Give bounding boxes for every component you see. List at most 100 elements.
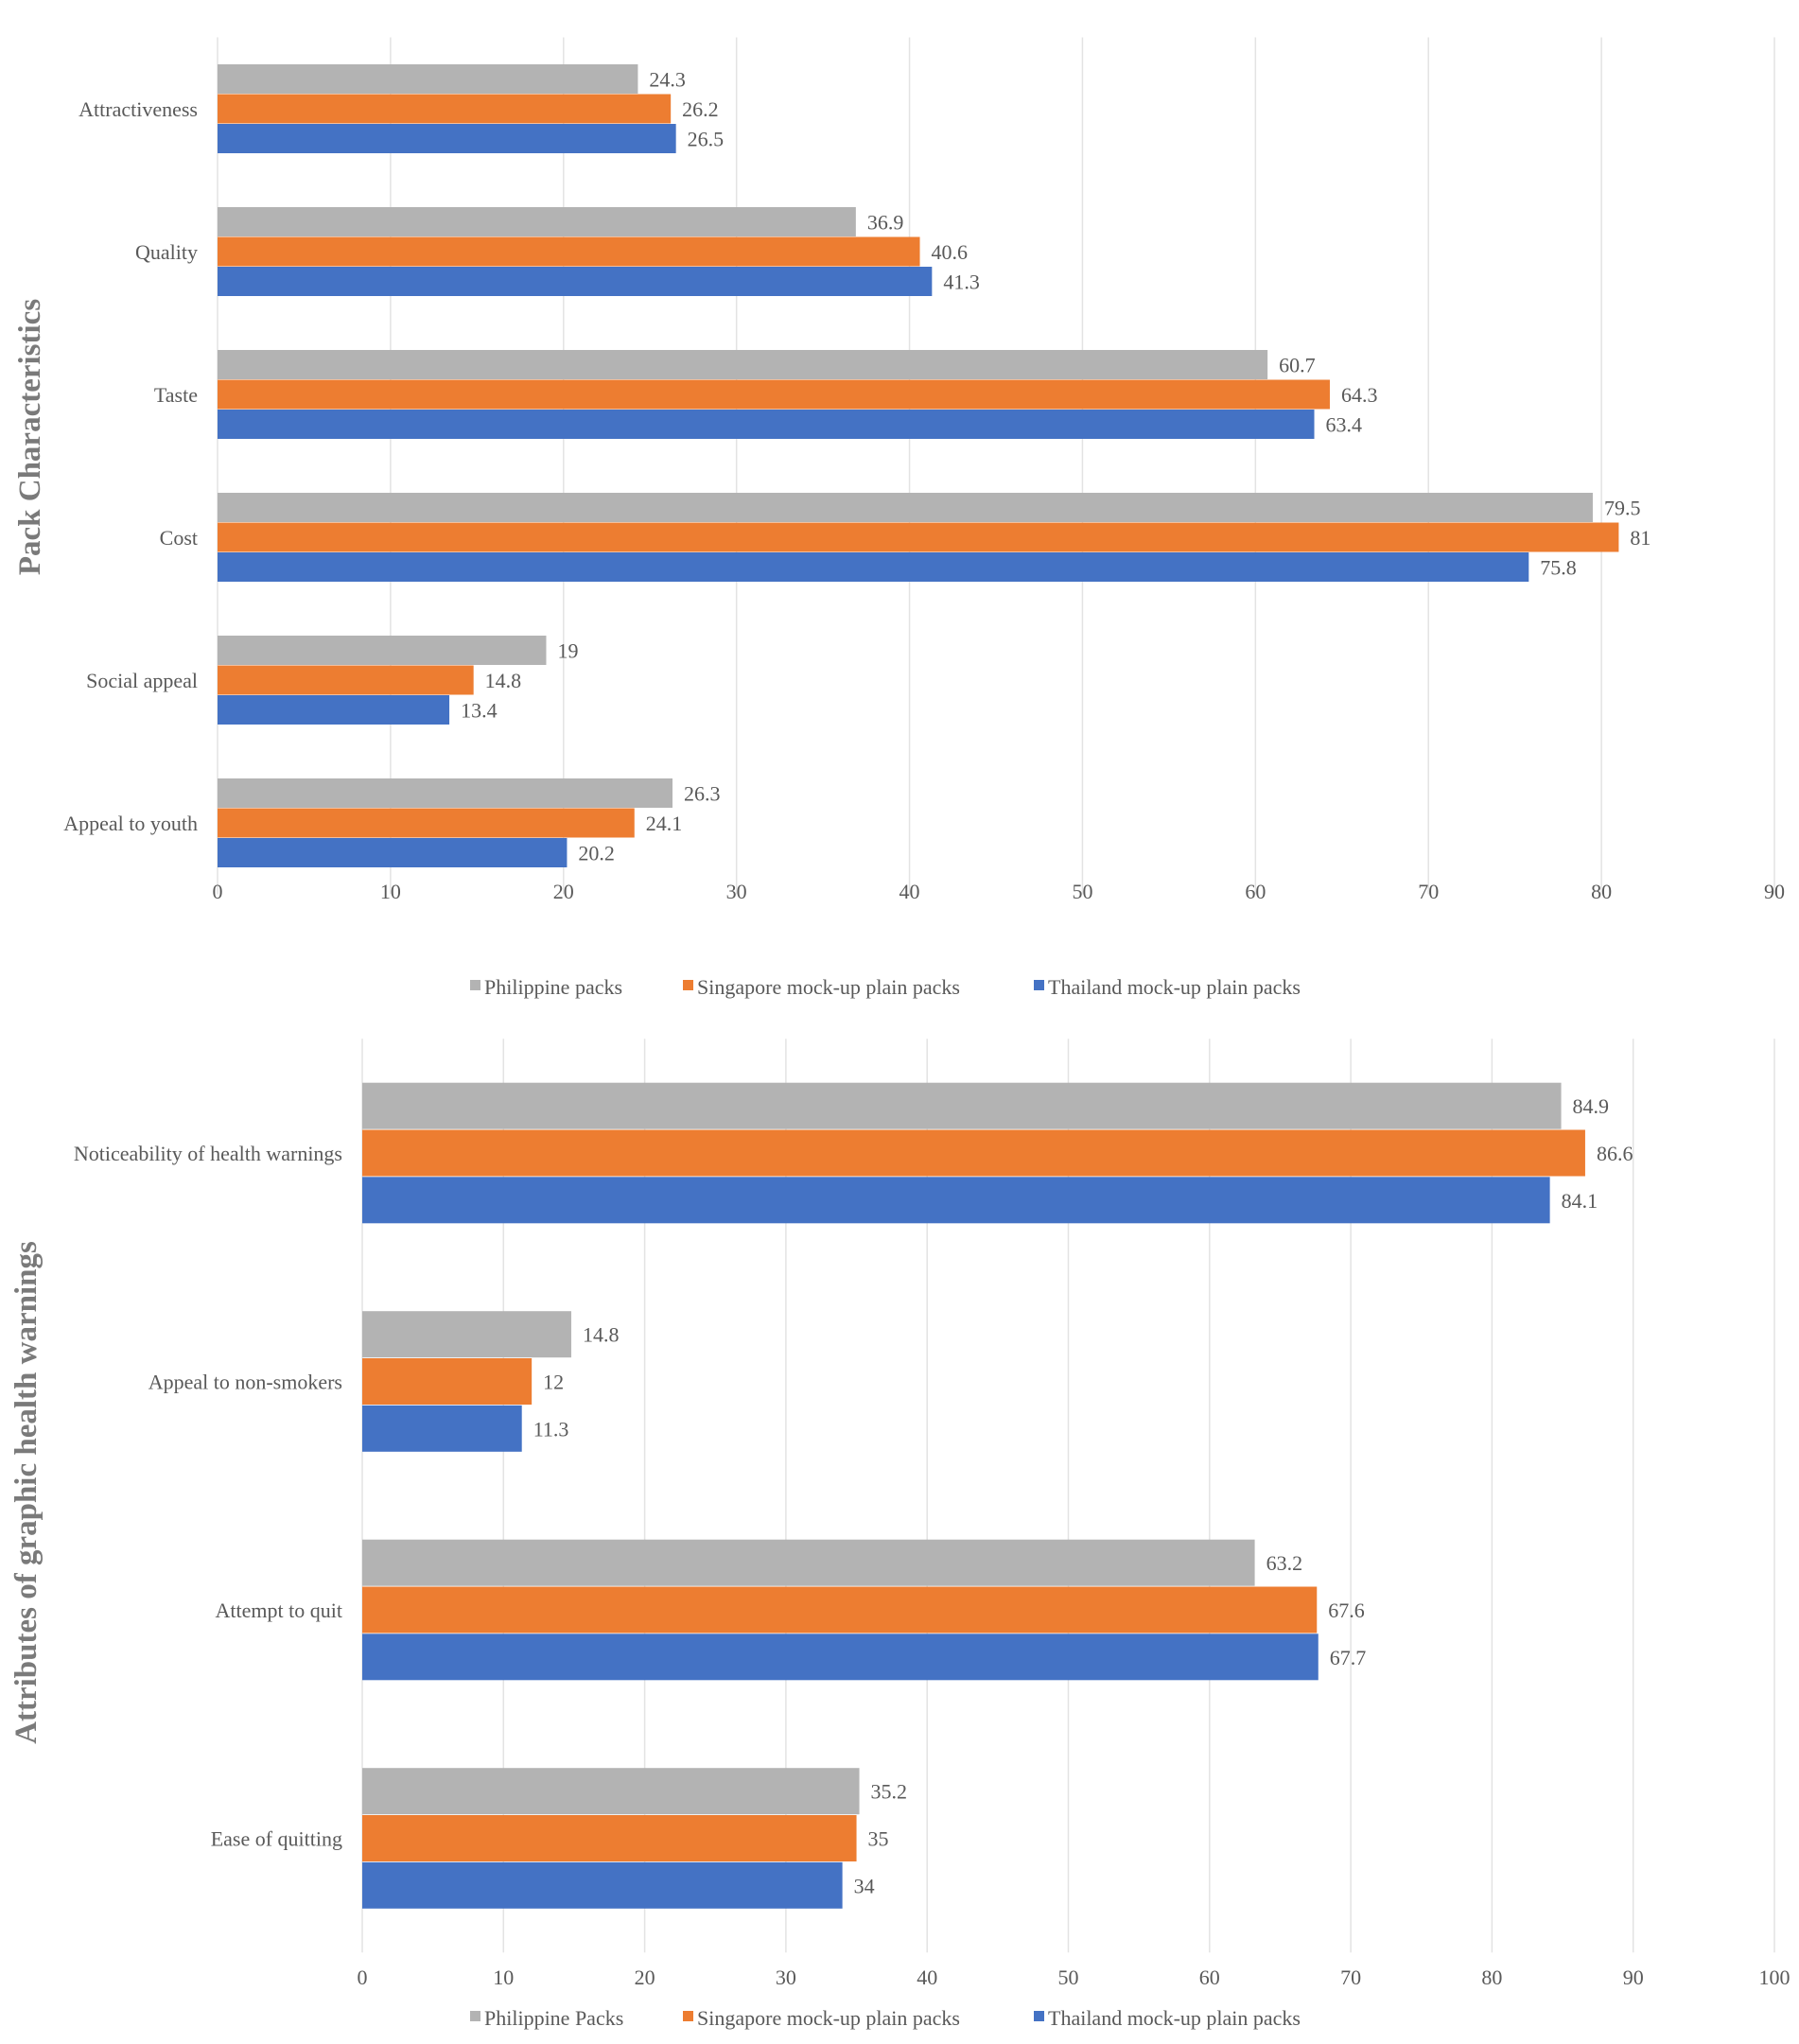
- data-label: 86.6: [1597, 1142, 1633, 1165]
- legend-swatch: [1034, 2011, 1044, 2021]
- bar: [362, 1358, 533, 1405]
- x-tick-label: 70: [1418, 880, 1439, 903]
- category-label: Appeal to non-smokers: [148, 1371, 342, 1394]
- bar: [362, 1539, 1255, 1586]
- x-tick-label: 50: [1058, 1965, 1079, 1989]
- data-label: 24.1: [646, 812, 683, 835]
- bar: [362, 1311, 571, 1358]
- legend-entry: Singapore mock-up plain packs: [697, 975, 960, 999]
- data-label: 24.3: [649, 68, 686, 92]
- data-label: 35: [868, 1827, 889, 1851]
- bar: [218, 236, 920, 267]
- x-tick-label: 20: [635, 1965, 655, 1989]
- bar: [218, 636, 547, 665]
- x-tick-label: 0: [213, 880, 223, 903]
- x-tick-label: 90: [1764, 880, 1785, 903]
- data-label: 75.8: [1540, 556, 1577, 580]
- bar: [218, 695, 450, 725]
- category-label: Taste: [154, 383, 198, 407]
- bar: [362, 1586, 1318, 1633]
- data-label: 67.6: [1328, 1599, 1365, 1622]
- bar: [218, 552, 1529, 582]
- bar: [218, 665, 474, 695]
- bar: [362, 1177, 1550, 1224]
- data-label: 26.3: [684, 782, 721, 806]
- category-label: Attempt to quit: [216, 1599, 342, 1622]
- bar: [218, 64, 638, 94]
- data-label: 84.9: [1573, 1094, 1610, 1118]
- x-tick-label: 80: [1591, 880, 1612, 903]
- bar: [362, 1768, 860, 1815]
- data-label: 41.3: [943, 271, 979, 294]
- x-tick-label: 10: [493, 1965, 514, 1989]
- data-label: 63.2: [1266, 1551, 1303, 1575]
- data-label: 67.7: [1330, 1646, 1367, 1669]
- bar: [218, 379, 1330, 410]
- data-label: 19: [557, 639, 578, 663]
- category-label: Ease of quitting: [211, 1827, 342, 1851]
- data-label: 26.2: [682, 97, 719, 121]
- category-label: Appeal to youth: [63, 812, 198, 835]
- bar: [362, 1861, 843, 1909]
- legend-entry: Philippine packs: [484, 975, 622, 999]
- bar: [362, 1815, 857, 1861]
- bar: [362, 1082, 1562, 1129]
- legend-swatch: [1034, 980, 1044, 990]
- x-tick-label: 10: [380, 880, 401, 903]
- category-label: Attractiveness: [79, 97, 198, 121]
- x-tick-label: 70: [1340, 1965, 1361, 1989]
- data-label: 13.4: [461, 699, 498, 723]
- category-label: Social appeal: [86, 669, 198, 692]
- bar: [218, 778, 672, 808]
- x-tick-label: 40: [917, 1965, 937, 1989]
- legend-entry: Thailand mock-up plain packs: [1048, 975, 1301, 999]
- legend-swatch: [683, 2011, 693, 2021]
- x-tick-label: 30: [776, 1965, 796, 1989]
- data-label: 14.8: [485, 669, 522, 692]
- data-label: 20.2: [578, 842, 615, 865]
- bar: [362, 1405, 522, 1452]
- x-tick-label: 50: [1072, 880, 1092, 903]
- x-tick-label: 90: [1623, 1965, 1644, 1989]
- bar: [218, 94, 672, 124]
- x-tick-label: 60: [1245, 880, 1266, 903]
- data-label: 35.2: [871, 1780, 908, 1804]
- bar: [218, 267, 933, 296]
- x-tick-label: 80: [1481, 1965, 1502, 1989]
- bar: [362, 1129, 1585, 1177]
- data-label: 79.5: [1604, 497, 1641, 520]
- x-tick-label: 30: [726, 880, 747, 903]
- data-label: 81: [1630, 526, 1651, 550]
- data-label: 26.5: [688, 128, 725, 151]
- data-label: 11.3: [533, 1417, 569, 1441]
- y-axis-title: Attributes of graphic health warnings: [9, 1241, 44, 1744]
- y-axis-title: Pack Characteristics: [13, 299, 47, 575]
- data-label: 14.8: [583, 1323, 620, 1347]
- bar: [218, 207, 856, 236]
- bar: [218, 838, 568, 867]
- data-label: 40.6: [932, 240, 969, 264]
- bar: [218, 522, 1619, 552]
- bar: [218, 350, 1268, 379]
- legend-entry: Thailand mock-up plain packs: [1048, 2006, 1301, 2030]
- data-label: 63.4: [1326, 413, 1363, 437]
- data-label: 84.1: [1562, 1189, 1598, 1213]
- bar: [218, 808, 635, 838]
- bar: [362, 1633, 1319, 1681]
- data-label: 12: [543, 1371, 564, 1394]
- data-label: 34: [854, 1874, 875, 1897]
- data-label: 60.7: [1279, 354, 1316, 377]
- category-label: Noticeability of health warnings: [74, 1142, 342, 1165]
- category-label: Quality: [135, 240, 198, 264]
- bar: [218, 124, 676, 153]
- x-tick-label: 60: [1199, 1965, 1220, 1989]
- legend-swatch: [470, 2011, 480, 2021]
- legend-entry: Philippine Packs: [484, 2006, 623, 2030]
- x-tick-label: 100: [1759, 1965, 1790, 1989]
- category-label: Cost: [160, 526, 198, 550]
- bar: [218, 410, 1315, 439]
- data-label: 64.3: [1341, 383, 1378, 407]
- legend-swatch: [683, 980, 693, 990]
